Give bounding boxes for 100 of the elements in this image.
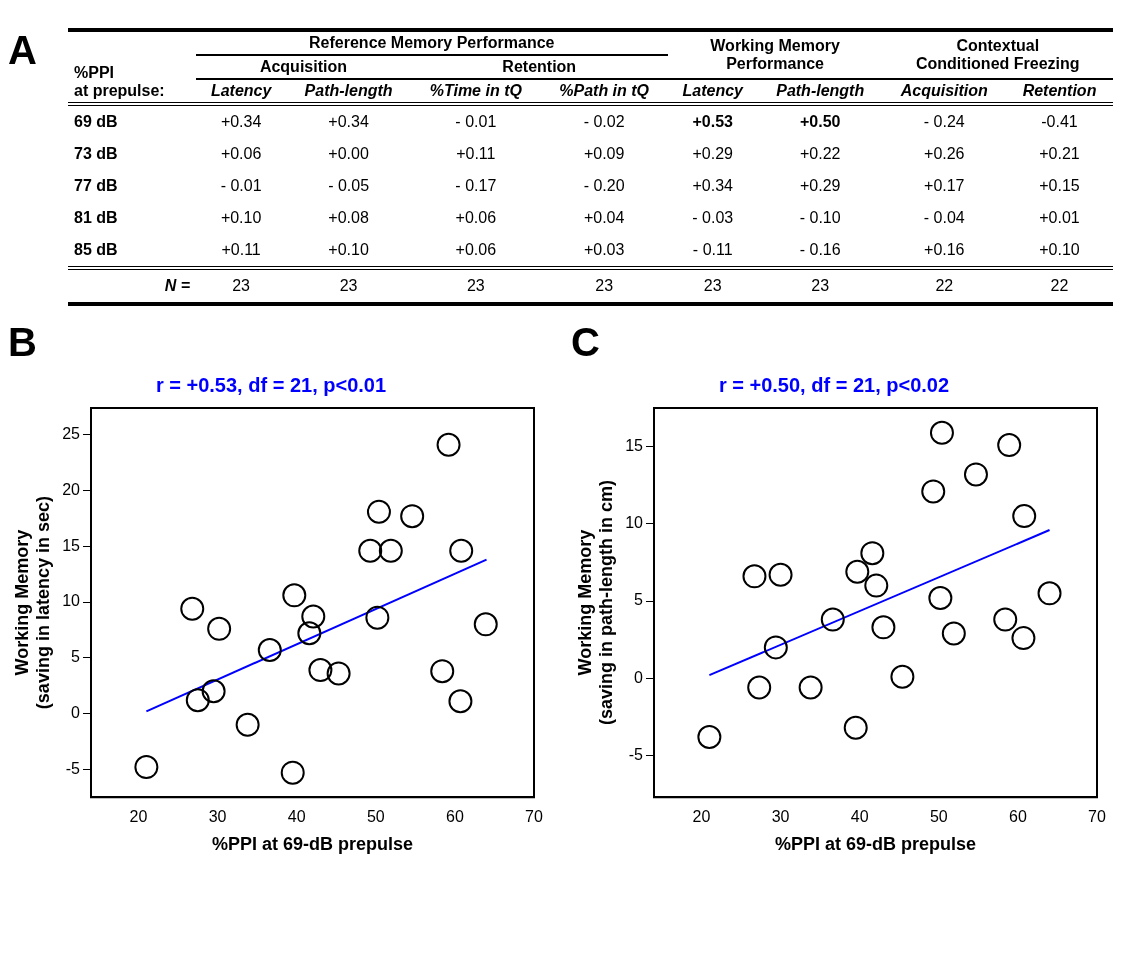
- data-label: +0.00: [327, 144, 370, 164]
- data-label: +0.26: [923, 144, 966, 164]
- data-label: +0.21: [1038, 144, 1081, 164]
- y-tick-label: 5: [71, 648, 81, 666]
- y-tick-label: 15: [62, 536, 81, 554]
- x-tick-label: 30: [208, 808, 227, 826]
- data-label: 23: [594, 276, 615, 296]
- data-label: 23: [338, 276, 359, 296]
- text: Reference Memory Performance: [195, 30, 668, 55]
- data-label: +0.04: [582, 208, 626, 228]
- text: Working Memory Performance: [667, 30, 883, 79]
- data-label: - 0.01: [454, 112, 498, 132]
- data-label: - 0.01: [219, 176, 263, 196]
- data-label: - 0.05: [327, 176, 371, 196]
- data-label: - 0.16: [798, 240, 842, 260]
- data-label: +0.29: [798, 176, 842, 196]
- data-label: - 0.17: [454, 176, 498, 196]
- y-tick-label: 69 dB: [73, 112, 119, 132]
- data-label: 23: [231, 276, 251, 296]
- x-axis-title: %PPI at 69-dB prepulse: [774, 834, 977, 855]
- data-label: +0.29: [691, 144, 734, 164]
- data-label: +0.17: [923, 176, 966, 196]
- data-label: - 0.04: [922, 208, 966, 228]
- data-label: +0.11: [220, 240, 262, 260]
- data-label: - 0.20: [582, 176, 626, 196]
- x-tick-label: Latency: [681, 81, 745, 101]
- text: B: [8, 320, 37, 365]
- y-tick-label: 20: [62, 480, 81, 498]
- y-tick-label: -5: [628, 745, 644, 763]
- data-label: +0.34: [327, 112, 370, 132]
- data-label: +0.15: [1038, 176, 1081, 196]
- y-tick-label: 85 dB: [73, 240, 119, 260]
- x-tick-label: 40: [287, 808, 306, 826]
- x-tick-label: 70: [525, 808, 543, 826]
- text: %PPI at prepulse:: [73, 63, 166, 101]
- data-label: 23: [810, 276, 831, 296]
- x-tick-label: 50: [929, 808, 948, 826]
- data-label: 22: [1049, 276, 1070, 296]
- data-label: +0.10: [219, 208, 263, 228]
- y-tick-label: 5: [634, 591, 644, 609]
- data-label: +0.16: [923, 240, 966, 260]
- x-tick-label: Latency: [209, 81, 273, 101]
- data-label: +0.53: [691, 112, 734, 132]
- x-tick-label: 30: [771, 808, 790, 826]
- x-tick-label: Retention: [1021, 81, 1098, 101]
- data-label: - 0.24: [922, 112, 966, 132]
- data-label: +0.06: [454, 240, 498, 260]
- data-label: 23: [702, 276, 723, 296]
- data-label: +0.06: [454, 208, 498, 228]
- x-axis-title: %PPI at 69-dB prepulse: [211, 834, 414, 855]
- data-label: - 0.03: [691, 208, 735, 228]
- data-label: +0.10: [327, 240, 370, 260]
- y-tick-label: 15: [625, 437, 644, 455]
- y-tick-label: 81 dB: [73, 208, 119, 228]
- chart-title: A: [8, 28, 37, 73]
- data-label: +0.10: [1038, 240, 1081, 260]
- chart-title: r = +0.53, df = 21, p<0.01: [155, 373, 387, 396]
- x-tick-label: 70: [1088, 808, 1106, 826]
- y-axis-title: Working Memory (saving in latency in sec): [11, 496, 54, 710]
- x-tick-label: 40: [850, 808, 869, 826]
- data-label: +0.09: [582, 144, 626, 164]
- text: C: [571, 320, 600, 365]
- x-tick-label: 60: [1008, 808, 1027, 826]
- data-label: - 0.02: [582, 112, 626, 132]
- x-tick-label: %Path in tQ: [558, 81, 651, 101]
- data-label: - 0.11: [691, 240, 734, 260]
- data-label: +0.08: [327, 208, 370, 228]
- y-tick-label: N =: [163, 276, 191, 296]
- data-label: - 0.10: [798, 208, 842, 228]
- data-label: +0.50: [798, 112, 842, 132]
- x-tick-label: 20: [129, 808, 148, 826]
- data-label: +0.34: [219, 112, 263, 132]
- y-axis-title: Working Memory (saving in path-length in cm): [574, 480, 617, 726]
- y-tick-label: 73 dB: [73, 144, 119, 164]
- y-tick-label: 10: [62, 592, 81, 610]
- data-label: +0.22: [798, 144, 842, 164]
- x-tick-label: %Time in tQ: [428, 81, 523, 101]
- text: Acquisition: [195, 55, 411, 79]
- x-tick-label: Path-length: [303, 81, 394, 101]
- text: Contextual Conditioned Freezing: [882, 30, 1113, 79]
- data-label: -0.41: [1040, 112, 1079, 132]
- x-tick-label: Acquisition: [899, 81, 989, 101]
- x-tick-label: 20: [692, 808, 711, 826]
- y-tick-label: 25: [62, 425, 81, 443]
- text: Retention: [410, 55, 668, 79]
- x-tick-label: 50: [366, 808, 385, 826]
- data-label: +0.34: [691, 176, 734, 196]
- y-tick-label: 0: [71, 703, 81, 721]
- y-tick-label: 0: [634, 668, 644, 686]
- y-tick-label: -5: [65, 759, 81, 777]
- data-label: +0.06: [219, 144, 263, 164]
- x-tick-label: 60: [445, 808, 464, 826]
- x-tick-label: Path-length: [775, 81, 866, 101]
- data-label: +0.11: [455, 144, 497, 164]
- y-tick-label: 77 dB: [73, 176, 119, 196]
- data-label: 23: [465, 276, 486, 296]
- chart-title: r = +0.50, df = 21, p<0.02: [718, 373, 950, 396]
- y-tick-label: 10: [625, 514, 644, 532]
- data-label: 22: [934, 276, 955, 296]
- data-label: +0.01: [1038, 208, 1081, 228]
